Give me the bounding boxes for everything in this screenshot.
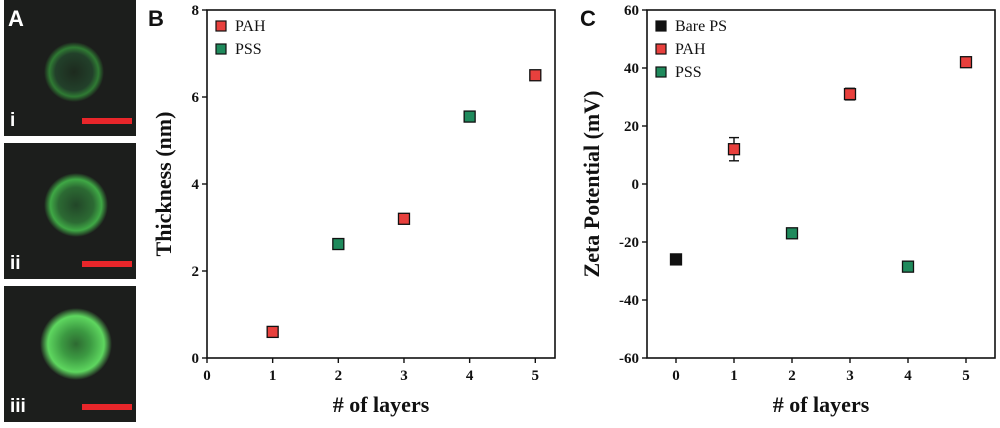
micrograph-ii: ii xyxy=(4,143,136,279)
x-axis-label-c: # of layers xyxy=(773,392,870,417)
x-tick-label-c: 5 xyxy=(962,368,970,384)
x-tick-label-c: 4 xyxy=(904,368,912,384)
x-tick-label-b: 4 xyxy=(466,368,474,384)
x-tick-label-b: 1 xyxy=(269,368,277,384)
scale-bar-iii xyxy=(82,404,132,410)
y-tick-label-c: 60 xyxy=(624,3,639,19)
y-axis-label-b: Thickness (nm) xyxy=(151,112,176,257)
x-tick-label-b: 5 xyxy=(532,368,540,384)
data-point-pah-b xyxy=(529,69,542,82)
legend-label-pss-c: PSS xyxy=(675,64,702,81)
y-tick-label-b: 4 xyxy=(192,177,200,193)
y-tick-label-b: 8 xyxy=(192,3,200,19)
y-tick-label-b: 6 xyxy=(192,90,200,106)
panel-a-letter: A xyxy=(8,6,24,31)
data-point-bare-ps-c xyxy=(669,253,683,266)
y-axis-label-c: Zeta Potential (mV) xyxy=(579,91,604,278)
y-tick-label-c: 20 xyxy=(624,119,639,135)
data-point-pss-b xyxy=(463,110,476,123)
y-tick-label-b: 2 xyxy=(192,264,200,280)
micrograph-iii: iii xyxy=(4,286,136,422)
legend-swatch-pss-b xyxy=(215,43,227,55)
data-point-pah-c xyxy=(959,56,973,69)
particle-image-iii xyxy=(40,308,112,380)
panel-c-letter: C xyxy=(580,6,596,31)
x-tick-label-c: 0 xyxy=(672,368,680,384)
y-tick-label-c: -60 xyxy=(619,351,639,367)
micrograph-label-iii: iii xyxy=(10,396,26,417)
data-point-pah-b xyxy=(266,325,279,339)
legend-label-bare-ps-c: Bare PS xyxy=(675,18,727,35)
legend-swatch-pah-b xyxy=(215,20,227,32)
scale-bar-i xyxy=(82,118,132,124)
plot-frame-c xyxy=(646,9,996,359)
micrograph-label-i: i xyxy=(10,110,16,131)
data-point-pah-c xyxy=(843,87,857,101)
y-tick-label-c: -20 xyxy=(619,235,639,251)
y-tick-label-c: 40 xyxy=(624,61,639,77)
y-tick-label-c: -40 xyxy=(619,293,639,309)
particle-image-ii xyxy=(44,173,108,237)
x-tick-label-c: 2 xyxy=(788,368,796,384)
y-tick-label-b: 0 xyxy=(192,351,200,367)
data-point-pss-c xyxy=(785,227,799,240)
data-point-pss-c xyxy=(901,260,915,273)
scale-bar-ii xyxy=(82,261,132,267)
data-point-pah-c xyxy=(727,143,741,156)
legend-label-pah-c: PAH xyxy=(675,41,706,58)
x-tick-label-b: 0 xyxy=(203,368,211,384)
x-tick-label-b: 3 xyxy=(400,368,408,384)
particle-image-i xyxy=(44,42,104,102)
legend-label-pss-b: PSS xyxy=(235,41,262,58)
legend-swatch-pss-c xyxy=(655,66,667,78)
legend-swatch-pah-c xyxy=(655,43,667,55)
x-tick-label-c: 1 xyxy=(730,368,738,384)
legend-label-pah-b: PAH xyxy=(235,18,266,35)
data-point-pss-b xyxy=(332,237,345,251)
panel-b-letter: B xyxy=(148,6,164,31)
micrograph-label-ii: ii xyxy=(10,253,21,274)
x-tick-label-c: 3 xyxy=(846,368,854,384)
x-tick-label-b: 2 xyxy=(335,368,343,384)
x-axis-label-b: # of layers xyxy=(333,392,430,417)
micrograph-i: i xyxy=(4,0,136,136)
data-point-pah-b xyxy=(397,212,411,225)
y-tick-label-c: 0 xyxy=(632,177,640,193)
legend-swatch-bare-ps-c xyxy=(655,20,667,32)
